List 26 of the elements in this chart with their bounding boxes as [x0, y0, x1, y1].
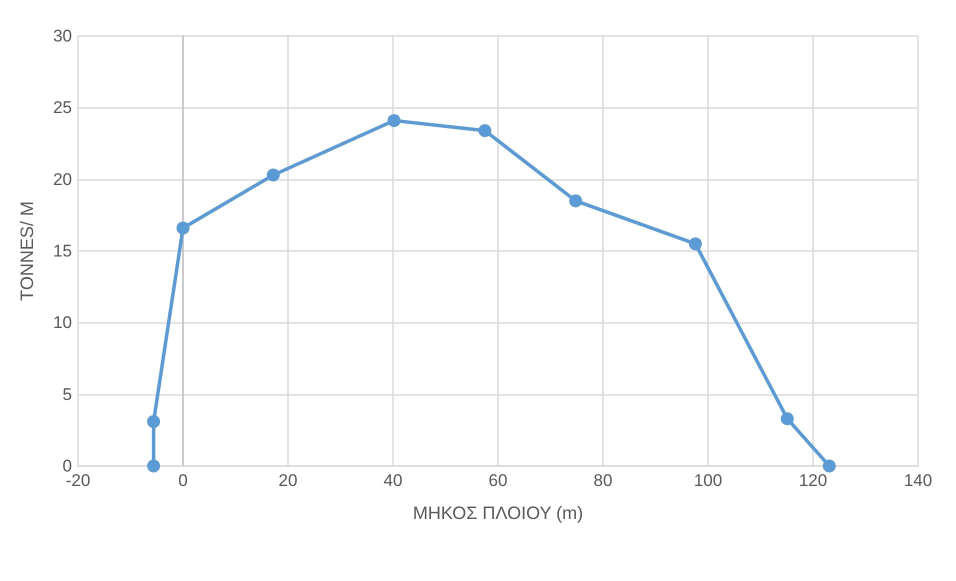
y-tick-label: 25 [53, 98, 72, 118]
y-tick-label: 10 [53, 313, 72, 332]
point [147, 460, 160, 472]
x-tick-label: 40 [384, 471, 402, 490]
x-tick-label: 100 [694, 471, 722, 490]
point [822, 460, 836, 472]
y-tick-label: 5 [62, 384, 72, 404]
point [147, 415, 160, 428]
x-tick-label: 20 [278, 471, 298, 490]
x-tick-label: 120 [798, 471, 828, 490]
point [569, 194, 582, 208]
y-tick-label: 15 [53, 242, 72, 260]
x-tick-label: 140 [904, 471, 932, 490]
x-tick-label: 80 [594, 471, 612, 490]
y-tick-label: 20 [53, 170, 72, 189]
point [388, 114, 401, 128]
y-axis-title: TONNES/ M [17, 201, 37, 301]
x-tick-label: 0 [178, 471, 188, 490]
point [176, 222, 190, 235]
x-tick-label: 60 [488, 471, 508, 490]
point [688, 237, 702, 250]
point [780, 412, 794, 426]
x-axis-title: ΜΗΚΟΣ ΠΛΟΙΟΥ (m) [412, 503, 584, 523]
y-tick-label: 30 [53, 26, 72, 46]
point [266, 168, 280, 182]
point [478, 124, 492, 138]
